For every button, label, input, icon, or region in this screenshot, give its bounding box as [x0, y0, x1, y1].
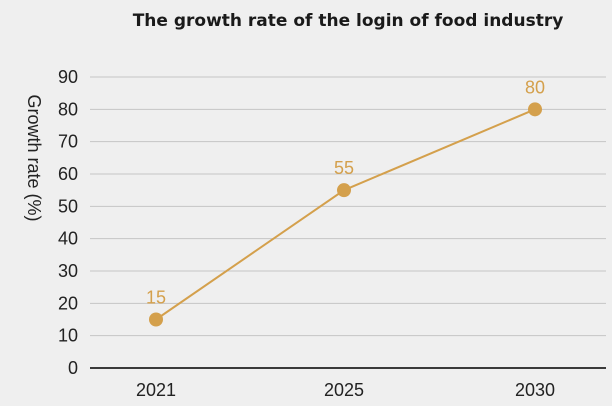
y-tick-40: 40 — [58, 229, 78, 249]
gridlines — [90, 76, 606, 337]
series-growth-rate: 15 55 80 — [146, 77, 545, 327]
series-line — [155, 108, 536, 321]
x-tick-2021: 2021 — [136, 380, 176, 400]
y-tick-80: 80 — [58, 99, 78, 119]
chart-title: The growth rate of the login of food ind… — [133, 11, 564, 31]
y-tick-20: 20 — [58, 293, 78, 313]
y-tick-30: 30 — [58, 261, 78, 281]
x-axis-ticks: 2021 2025 2030 — [136, 380, 555, 400]
data-label-2025: 55 — [334, 158, 354, 178]
data-label-2030: 80 — [525, 77, 545, 97]
y-axis-label: Growth rate (%) — [24, 94, 44, 221]
data-point-2021 — [149, 312, 163, 327]
data-point-2025 — [337, 183, 351, 198]
data-point-2030 — [528, 102, 542, 117]
data-label-2021: 15 — [146, 288, 166, 308]
x-tick-2025: 2025 — [324, 380, 364, 400]
y-tick-0: 0 — [68, 358, 78, 378]
y-tick-90: 90 — [58, 67, 78, 87]
y-axis-ticks: 0 10 20 30 40 50 60 70 80 90 — [58, 67, 78, 378]
y-tick-10: 10 — [58, 326, 78, 346]
x-tick-2030: 2030 — [515, 380, 555, 400]
y-tick-50: 50 — [58, 196, 78, 216]
y-tick-70: 70 — [58, 132, 78, 152]
y-tick-60: 60 — [58, 164, 78, 184]
